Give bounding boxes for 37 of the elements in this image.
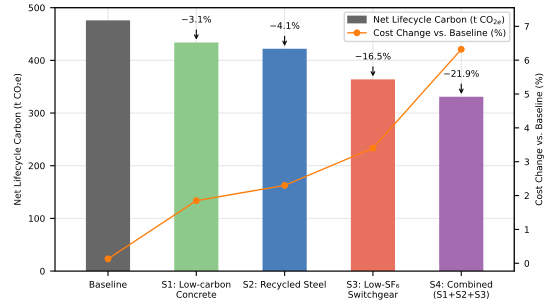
annotation: −4.1% [270, 22, 300, 29]
bar [262, 48, 307, 272]
point [281, 182, 288, 189]
y-tick-label: 0 [40, 268, 45, 275]
bar [350, 79, 396, 272]
y-tick-label: 400 [28, 57, 45, 64]
y2-tick-label: 6 [524, 56, 530, 64]
y2-tick-label: 4 [524, 124, 530, 132]
y2-axis-title: Cost Change vs. Baseline (%) [535, 74, 544, 206]
x-tick-label: S2: Recycled Steel [243, 280, 326, 290]
bar [439, 96, 484, 272]
y2-tick-label: 2 [524, 192, 529, 199]
y-axis-title: Net Lifecycle Carbon (t CO₂e) [14, 74, 22, 205]
x-tick-label: S1: Low-carbon Concrete [162, 280, 230, 298]
x-tick-label: S4: Combined (S1+S2+S3) [430, 280, 492, 299]
legend-label: Cost Change vs. Baseline (%) [374, 29, 506, 38]
bar [174, 42, 218, 272]
point [192, 197, 200, 204]
point [369, 144, 376, 152]
y2-tick-label: 1 [524, 226, 529, 233]
y-tick-label: 100 [29, 215, 45, 222]
legend-label: Net Lifecycle Carbon (t CO$_{2e}$) [374, 16, 504, 25]
annotation: −16.5% [356, 52, 391, 60]
y-tick-label: 200 [28, 162, 45, 170]
y2-tick-label: 3 [524, 158, 529, 166]
y-tick-label: 500 [28, 4, 45, 12]
point [458, 46, 465, 53]
point [104, 255, 112, 262]
y-tick-label: 300 [28, 110, 45, 117]
y2-tick-label: 0 [524, 260, 530, 267]
bar [86, 20, 130, 272]
annotation: −21.9% [444, 70, 479, 77]
x-tick-label: Baseline [90, 280, 127, 288]
x-tick-label: S3: Low-SF₆ Switchgear [347, 280, 400, 300]
y2-tick-label: 5 [524, 90, 529, 98]
annotation: −3.1% [182, 16, 212, 23]
y2-tick-label: 7 [524, 23, 529, 30]
